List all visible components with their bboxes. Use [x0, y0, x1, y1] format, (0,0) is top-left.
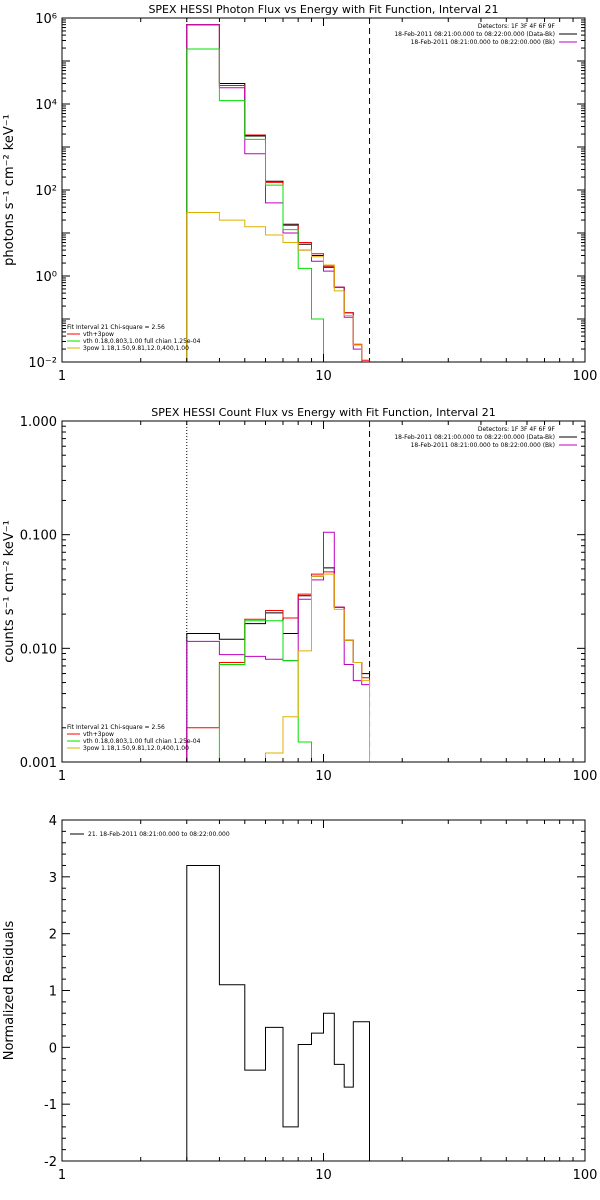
y-tick-label: 10²: [35, 184, 57, 199]
y-tick-label: 3: [49, 871, 57, 886]
y-tick-label: 10⁶: [35, 12, 57, 27]
x-tick-label: 1: [58, 369, 66, 384]
legend-top-right-entry: Detectors: 1F 3F 4F 6F 9F: [478, 23, 556, 30]
series-group: [186, 531, 370, 762]
series-line-1: [186, 571, 370, 762]
series-line-0: [186, 567, 370, 762]
y-tick-label: 1.000: [20, 415, 57, 430]
y-tick-label: 0.100: [20, 529, 57, 544]
y-tick-label: 0.010: [20, 642, 57, 657]
legend-bottom-left-entry: 3pow 1.18,1.50,9.81,12.0,400,1.00: [83, 745, 189, 752]
legend-bottom-left-entry: 3pow 1.18,1.50,9.81,12.0,400,1.00: [83, 345, 189, 352]
plot-frame: [61, 17, 586, 363]
legend-top-right-entry: 18-Feb-2011 08:21:00.000 to 08:22:00.000…: [411, 442, 555, 449]
legend-bottom-left-entry: vth 0.18,0.803,1.00 full chian 1.25e-04: [83, 738, 201, 745]
y-tick-label: 10⁰: [35, 270, 57, 285]
y-tick-label: -1: [44, 1098, 57, 1113]
y-tick-label: 0: [49, 1041, 57, 1056]
x-tick-label: 1: [58, 769, 66, 784]
series-line-4: [186, 212, 370, 362]
y-tick-label: 10⁴: [35, 98, 57, 113]
series-line-2: [186, 531, 370, 762]
legend-top-right-entry: 18-Feb-2011 08:21:00.000 to 08:22:00.000…: [411, 39, 555, 46]
y-tick-label: 10⁻²: [28, 356, 57, 371]
legend-bottom-left-entry: vth+3pow: [83, 731, 114, 738]
series-group: [186, 865, 370, 1161]
legend-bottom-left-entry: vth 0.18,0.803,1.00 full chian 1.25e-04: [83, 338, 201, 345]
series-line-0: [186, 865, 370, 1161]
y-axis-label: Normalized Residuals: [2, 921, 17, 1061]
x-tick-label: 10: [315, 769, 332, 784]
plot-frame: [61, 420, 586, 763]
chart-title: SPEX HESSI Count Flux vs Energy with Fit…: [151, 406, 495, 419]
chart-title: SPEX HESSI Photon Flux vs Energy with Fi…: [148, 3, 498, 16]
y-tick-label: 4: [49, 814, 57, 829]
y-tick-label: 0.001: [20, 756, 57, 771]
y-tick-label: -2: [44, 1155, 57, 1170]
x-tick-label: 10: [315, 1168, 332, 1183]
x-tick-label: 10: [315, 369, 332, 384]
x-tick-label: 100: [573, 1168, 598, 1183]
legend-bottom-left-entry: Fit Interval 21 Chi-square = 2.56: [67, 324, 165, 331]
count-flux-panel: SPEX HESSI Count Flux vs Energy with Fit…: [2, 406, 598, 784]
y-axis-label: counts s⁻¹ cm⁻² keV⁻¹: [2, 520, 17, 663]
series-line-4: [265, 573, 370, 762]
legend-top-right-entry: 18-Feb-2011 08:21:00.000 to 08:22:00.000…: [394, 434, 555, 441]
series-line-2: [186, 24, 370, 362]
x-tick-label: 100: [573, 769, 598, 784]
series-group: [186, 24, 370, 362]
legend-bottom-left-entry: Fit Interval 21 Chi-square = 2.56: [67, 724, 165, 731]
legend-top-right-entry: Detectors: 1F 3F 4F 6F 9F: [478, 426, 556, 433]
x-tick-label: 100: [573, 369, 598, 384]
photon-flux-panel: SPEX HESSI Photon Flux vs Energy with Fi…: [2, 3, 597, 384]
legend-bottom-left-entry: vth+3pow: [83, 331, 114, 338]
legend-top-right-entry: 18-Feb-2011 08:21:00.000 to 08:22:00.000…: [394, 31, 555, 38]
y-tick-label: 2: [49, 928, 57, 943]
y-tick-label: 1: [49, 985, 57, 1000]
y-axis-label: photons s⁻¹ cm⁻² keV⁻¹: [2, 114, 17, 266]
x-tick-label: 1: [58, 1168, 66, 1183]
legend-top-left-entry: 21. 18-Feb-2011 08:21:00.000 to 08:22:00…: [88, 831, 230, 838]
series-line-3: [218, 620, 312, 762]
plot-frame: [61, 819, 586, 1162]
series-line-3: [186, 48, 324, 362]
residuals-panel: 1 10 100 -2 -1 0 1 2 3 4 Normalized Residuals 21. 1…: [2, 814, 597, 1183]
